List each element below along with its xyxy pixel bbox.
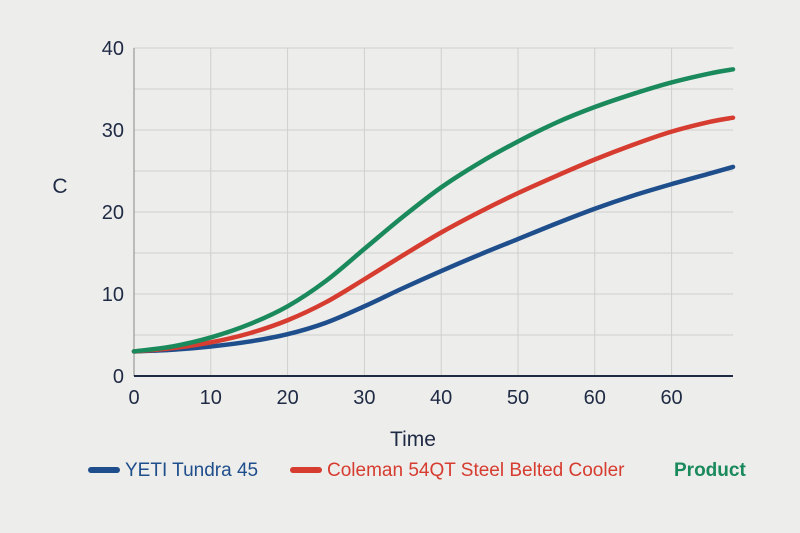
x-tick-label: 50 [507,387,529,409]
y-axis-title: C [52,175,67,198]
x-tick-label: 60 [584,387,606,409]
axes [133,48,733,377]
y-tick-label: 30 [102,120,124,142]
y-tick-label: 10 [102,284,124,306]
x-tick-label: 30 [353,387,375,409]
x-tick-label: 40 [430,387,452,409]
y-tick-label: 40 [102,38,124,60]
x-tick-label: 60 [660,387,682,409]
legend: YETI Tundra 45 Coleman 54QT Steel Belted … [88,460,746,481]
legend-label: YETI Tundra 45 [125,460,258,481]
x-tick-label: 0 [128,387,139,409]
series-group [131,67,736,354]
tick-labels: 0 10 20 30 40 50 60 60 0 10 20 30 40 [102,38,683,409]
series-line-1 [131,115,736,354]
x-tick-label: 20 [276,387,298,409]
y-tick-label: 20 [102,202,124,224]
legend-label: Coleman 54QT Steel Belted Cooler [327,460,625,481]
grid [134,47,733,376]
x-tick-label: 10 [200,387,222,409]
y-tick-label: 0 [113,366,124,388]
legend-label: Product [674,460,746,481]
series-line-0 [131,164,736,354]
x-axis-title: Time [390,428,436,451]
series-line-2 [131,67,736,354]
